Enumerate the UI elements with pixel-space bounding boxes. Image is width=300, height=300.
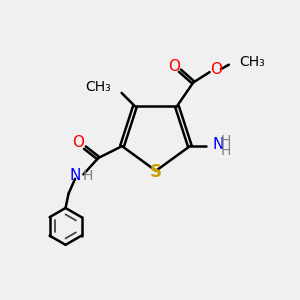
Text: H: H (220, 144, 231, 158)
Text: O: O (72, 135, 84, 150)
Text: CH₃: CH₃ (239, 55, 265, 69)
Text: H: H (220, 134, 231, 148)
Text: O: O (169, 59, 181, 74)
Text: N: N (69, 168, 81, 183)
Text: CH₃: CH₃ (85, 80, 111, 94)
Text: H: H (83, 169, 93, 183)
Text: N: N (212, 137, 224, 152)
Text: S: S (150, 163, 162, 181)
Text: O: O (210, 61, 222, 76)
